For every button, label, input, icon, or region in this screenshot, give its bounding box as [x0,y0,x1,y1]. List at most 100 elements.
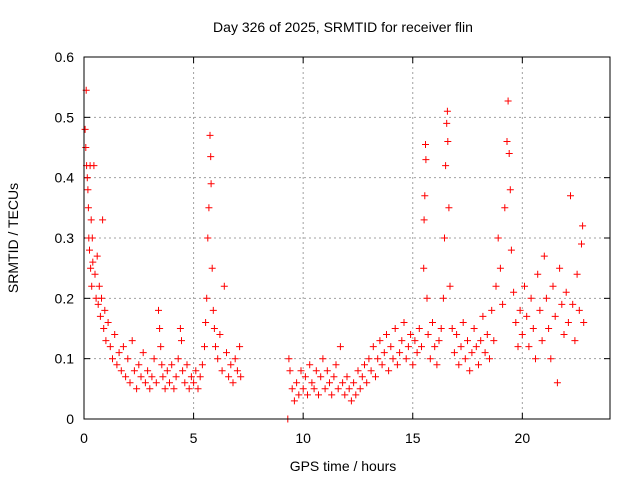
data-point [133,385,141,393]
data-point [347,397,355,405]
data-point [301,373,309,381]
data-point [82,144,90,151]
data-point [421,192,429,200]
data-point [411,337,419,345]
data-point [341,391,349,399]
data-point [158,361,166,369]
data-point [336,343,344,351]
data-point [237,373,245,381]
data-point [170,385,178,393]
y-tick-label: 0.3 [55,230,75,246]
data-point [356,385,364,393]
data-point [339,379,347,387]
data-point [135,361,143,369]
data-point [161,385,169,393]
data-point [439,294,447,302]
data-point [578,240,585,248]
data-point [312,367,320,375]
data-point [549,282,557,290]
data-point [83,174,91,182]
data-point [420,216,428,224]
data-point [534,270,542,278]
data-point [86,246,93,254]
data-point [562,288,570,296]
data-point [516,306,524,314]
data-point [101,306,109,314]
y-tick-label: 0.6 [55,49,75,65]
data-point [231,355,239,363]
data-point [477,337,485,345]
data-point [176,325,184,332]
data-points [81,86,588,423]
data-point [426,355,434,363]
data-point [207,153,215,161]
data-point [130,367,138,375]
data-point [361,361,368,369]
data-point [233,367,241,375]
data-point [490,337,498,345]
data-point [501,204,509,212]
data-point [166,379,173,387]
data-point [518,331,526,338]
data-point [141,379,149,387]
data-point [514,343,522,351]
data-point [209,306,217,314]
data-point [117,367,125,375]
data-point [293,379,301,387]
data-point [464,337,471,345]
data-point [113,361,121,369]
data-point [393,361,401,369]
data-point [369,343,377,351]
data-point [367,367,375,375]
data-point [442,162,450,170]
data-point [95,282,103,290]
data-point [156,325,164,332]
data-point [328,391,336,399]
data-point [343,373,351,381]
data-point [512,319,520,326]
data-point [198,361,206,369]
x-axis-label: GPS time / hours [290,458,397,474]
data-point [172,373,180,381]
data-point [466,367,474,375]
data-point [573,270,581,278]
data-point [236,343,244,351]
data-point [190,379,198,387]
data-point [214,355,222,363]
data-point [139,349,147,357]
data-point [323,367,331,375]
data-point [488,306,496,314]
data-point [111,331,119,338]
data-point [420,264,428,272]
data-point [208,264,216,272]
data-point [206,131,214,139]
data-point [106,343,114,351]
data-point [481,349,489,357]
data-point [479,312,487,320]
data-point [461,355,469,363]
data-point [571,337,579,345]
data-point [429,319,436,326]
y-tick-label: 0 [66,411,74,427]
y-tick-label: 0.1 [55,351,75,367]
data-point [102,337,110,345]
data-point [317,373,325,381]
data-point [115,349,123,357]
data-point [435,337,443,345]
plot-frame [83,56,611,420]
data-point [418,343,425,351]
data-point [378,361,386,369]
data-point [358,373,366,381]
data-point [564,319,572,326]
data-point [459,319,467,326]
data-point [423,294,431,302]
data-point [159,373,167,381]
data-point [441,234,448,242]
data-point [194,385,202,393]
data-point [332,361,340,369]
data-point [122,373,130,381]
data-point [363,379,371,387]
data-point [334,385,342,393]
data-point [91,270,99,278]
